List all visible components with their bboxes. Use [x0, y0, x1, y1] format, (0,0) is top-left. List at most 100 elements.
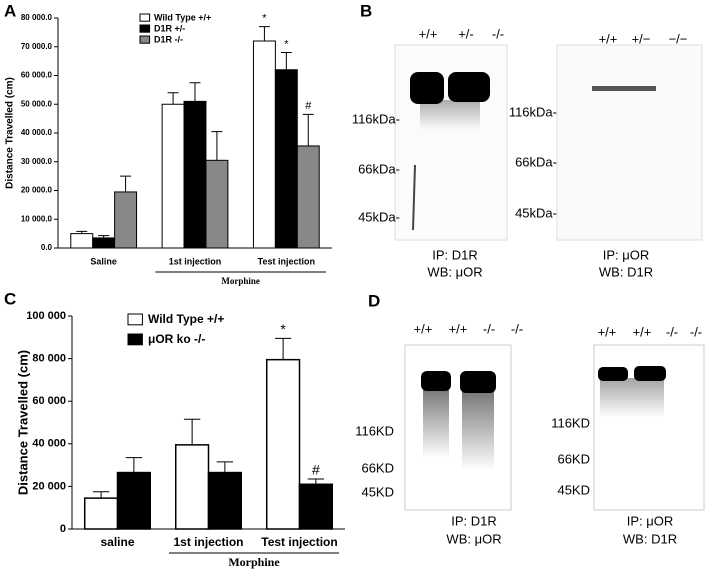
smear	[600, 378, 664, 418]
group-label: Morphine	[221, 276, 260, 286]
y-tick-label: 100 000	[26, 310, 66, 322]
lane-label: +/−	[632, 31, 651, 46]
y-tick-label: 70 000.0	[21, 42, 53, 51]
size-marker: 45kDa-	[358, 209, 400, 224]
bar	[70, 233, 94, 249]
smear	[423, 388, 449, 458]
size-marker: 66kDa-	[358, 161, 400, 176]
error-bar	[167, 92, 179, 105]
size-marker: 66KD	[557, 451, 590, 466]
error-bar	[92, 491, 110, 499]
bar	[83, 497, 119, 530]
band	[410, 72, 444, 104]
x-tick-label: Saline	[90, 256, 117, 266]
y-tick-label: 40 000	[32, 438, 66, 450]
legend-swatch	[139, 35, 151, 44]
band	[448, 72, 490, 102]
lane-label: -/-	[666, 324, 678, 339]
error-bar	[258, 26, 270, 41]
size-marker: 45KD	[361, 484, 394, 499]
legend-swatch	[127, 333, 143, 346]
chart: C Distance Travelled (cm) 0 20 000 40 000 60 …	[4, 289, 345, 569]
smear	[420, 100, 480, 130]
error-bar	[280, 52, 292, 70]
y-tick-label: 60 000.0	[21, 71, 53, 80]
error-bar	[216, 461, 234, 473]
band	[634, 366, 666, 381]
y-tick-label: 30 000.0	[21, 157, 53, 166]
lane-label: -/-	[483, 321, 495, 336]
error-bar	[183, 418, 201, 445]
significance-marker: *	[280, 321, 286, 337]
y-tick-label: 20 000.0	[21, 186, 53, 195]
bar	[296, 145, 320, 249]
blot-d2: +/+ +/+ -/- -/- 116KD 66KD 45KD IP: μOR …	[551, 324, 705, 546]
legend-label: Wild Type +/+	[148, 312, 224, 326]
x-tick-label: saline	[100, 535, 134, 549]
x-tick-label: Test injection	[258, 256, 315, 266]
panel-label: D	[368, 291, 380, 310]
legend-swatch	[139, 24, 151, 33]
size-marker: 116kDa-	[352, 111, 400, 126]
y-tick-label: 80 000.0	[21, 13, 53, 22]
bar	[116, 471, 152, 530]
error-bar	[274, 337, 292, 360]
bar	[252, 40, 276, 249]
legend-swatch	[127, 313, 143, 326]
caption: IP: D1R	[432, 247, 478, 262]
caption: IP: D1R	[451, 513, 497, 528]
lane-label: +/-	[458, 26, 474, 41]
size-marker: 66KD	[361, 460, 394, 475]
significance-marker: *	[284, 38, 289, 50]
legend-label: D1R -/-	[154, 34, 183, 44]
legend-label: μOR ko -/-	[148, 332, 205, 346]
panel-label: C	[4, 289, 16, 308]
error-bar	[120, 175, 132, 192]
y-tick-label: 60 000	[32, 395, 66, 407]
bar	[205, 159, 229, 249]
error-bar	[98, 235, 110, 238]
y-tick-label: 0	[60, 523, 66, 535]
error-bar	[302, 113, 314, 146]
bar	[183, 100, 207, 249]
legend-label: D1R +/-	[154, 23, 185, 33]
panel-label: A	[4, 1, 16, 20]
legend-label: Wild Type +/+	[154, 12, 211, 22]
size-marker: 116KD	[551, 415, 590, 430]
smear	[462, 390, 494, 470]
significance-marker: #	[312, 462, 320, 478]
streak	[412, 164, 416, 231]
error-bar	[307, 478, 325, 485]
bar	[174, 444, 210, 530]
lane-label: −/−	[669, 31, 688, 46]
chart: A Distance Travelled (cm) 0.0 10 000.0 20 00…	[4, 1, 332, 286]
membrane	[404, 344, 512, 511]
blot-b1: B +/+ +/- -/- 116kDa- 66kDa- 45kDa- IP: …	[352, 1, 508, 279]
caption: WB: D1R	[599, 264, 653, 279]
panel-label: B	[360, 1, 372, 20]
bar	[161, 103, 185, 249]
y-tick-label: 20 000	[32, 480, 66, 492]
size-marker: 66kDa-	[515, 154, 557, 169]
caption: WB: D1R	[623, 531, 677, 546]
y-tick-label: 40 000.0	[21, 128, 53, 137]
blot-b2: +/+ +/− −/− 116kDa- 66kDa- 45kDa- IP: μO…	[509, 31, 703, 279]
size-marker: 116KD	[355, 423, 394, 438]
bar	[274, 69, 298, 249]
lane-label: -/-	[511, 321, 523, 336]
bar	[298, 483, 334, 530]
y-axis-label: Distance Travelled (cm)	[5, 77, 16, 189]
lane-label: -/-	[690, 324, 702, 339]
significance-marker: *	[262, 13, 267, 25]
x-tick-label: 1st injection	[173, 535, 243, 549]
y-axis-label: Distance Travelled (cm)	[15, 350, 30, 495]
lane-label: -/-	[492, 26, 504, 41]
lane-label: +/+	[449, 321, 468, 336]
size-marker: 45KD	[557, 482, 590, 497]
y-tick-label: 50 000.0	[21, 99, 53, 108]
significance-marker: #	[305, 100, 312, 112]
caption: WB: μOR	[446, 531, 501, 546]
y-tick-label: 10 000.0	[21, 214, 53, 223]
error-bar	[76, 230, 88, 234]
